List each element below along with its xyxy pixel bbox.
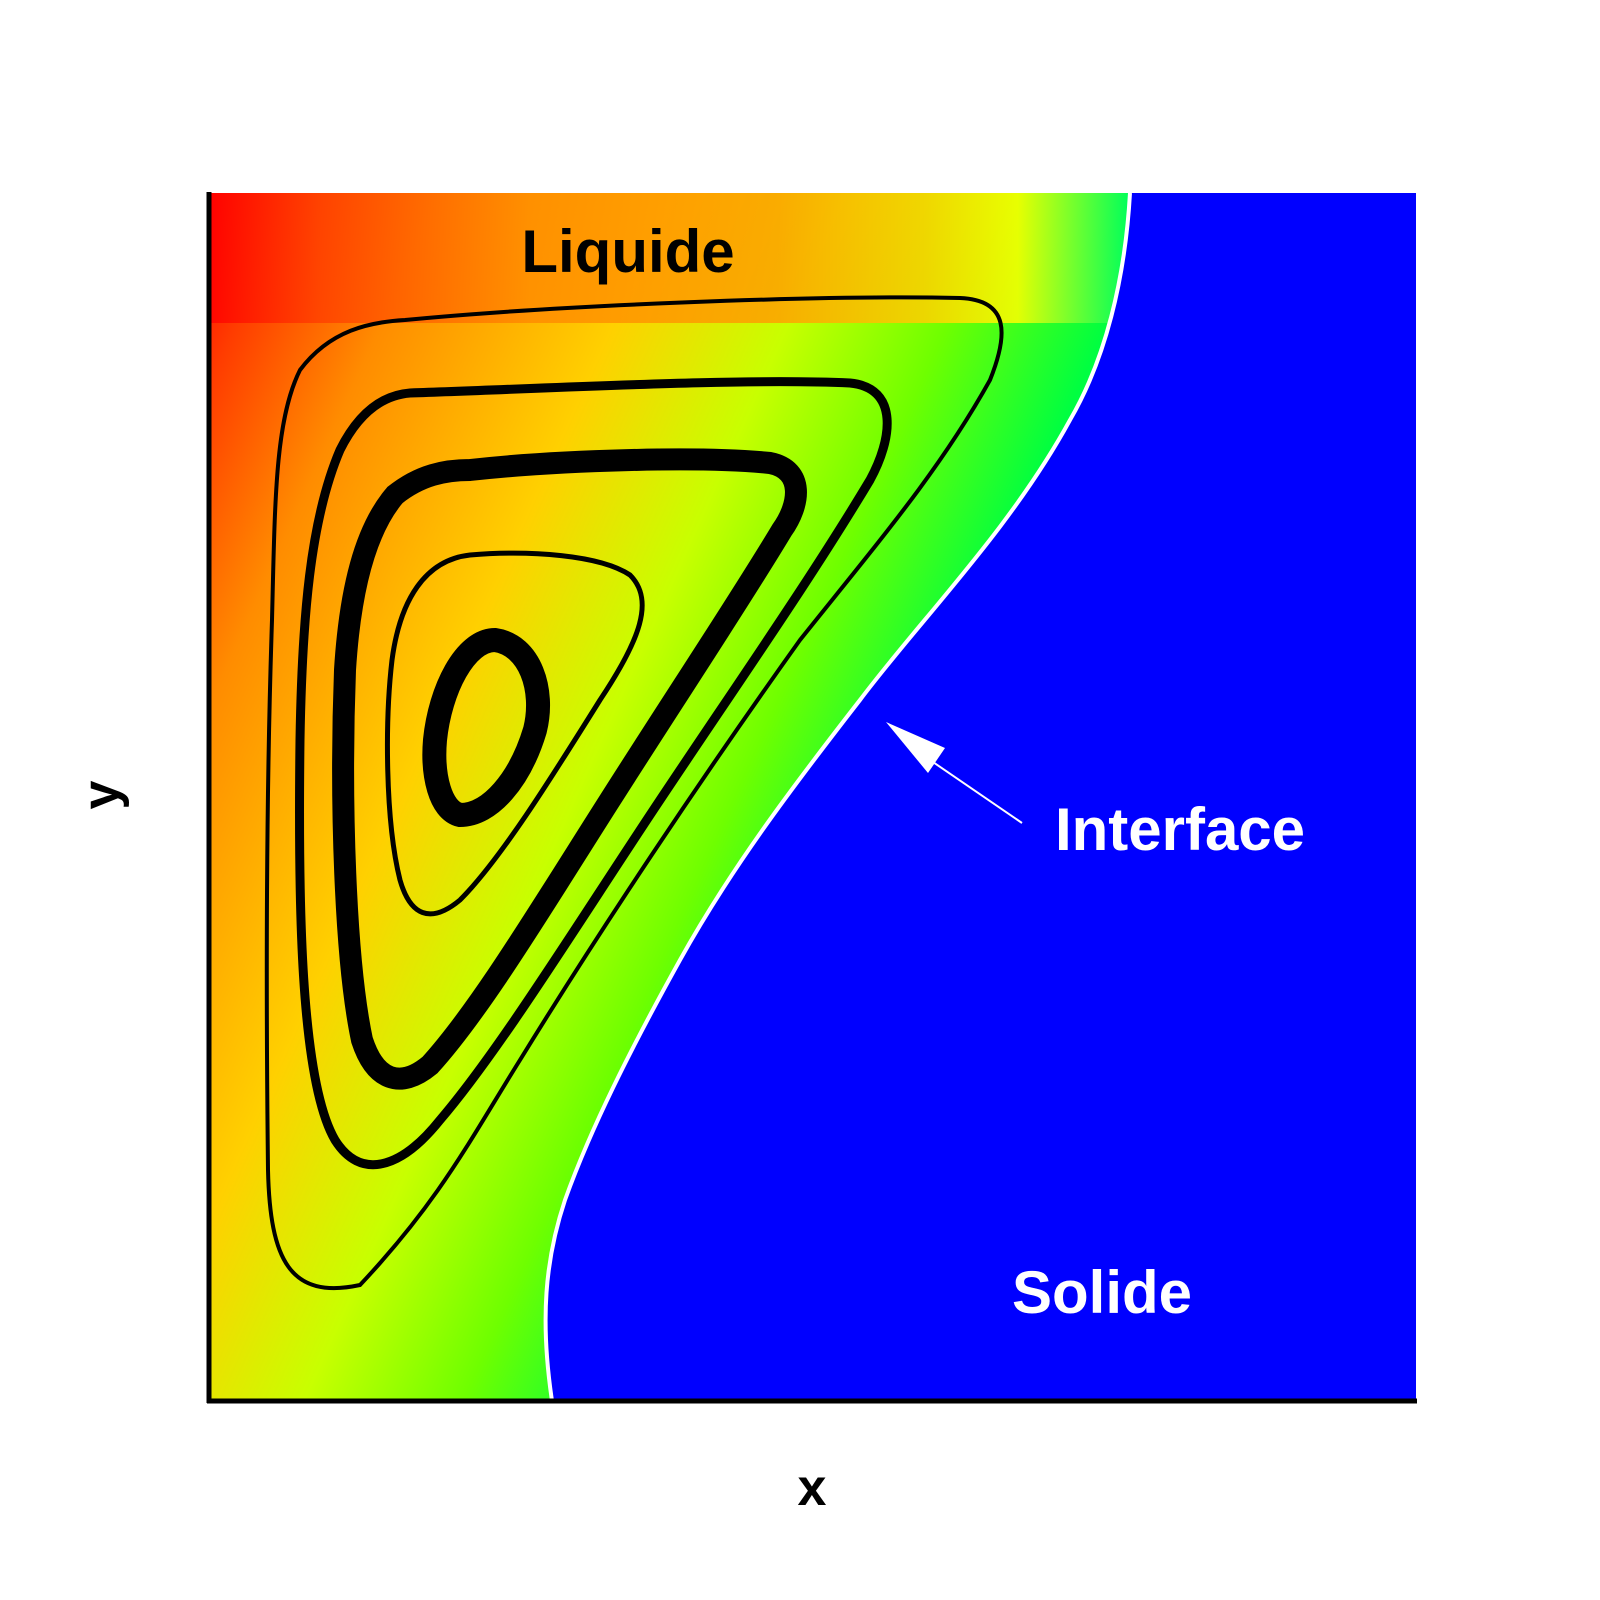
- x-axis-label: x: [798, 1459, 827, 1517]
- liquid-label: Liquide: [521, 218, 734, 285]
- streamline-4: [384, 550, 645, 917]
- interface-label: Interface: [1055, 796, 1305, 863]
- interface-arrow: [886, 722, 1023, 824]
- streamline-3: [332, 448, 807, 1090]
- solid-region: [545, 193, 1416, 1401]
- streamline-5: [422, 627, 550, 828]
- streamlines: [264, 295, 1004, 1291]
- arrow-shaft: [929, 759, 1023, 824]
- solid-label: Solide: [1012, 1259, 1192, 1326]
- streamline-2: [294, 377, 892, 1170]
- interface-line: [543, 193, 1132, 1401]
- arrow-head: [886, 722, 945, 773]
- streamline-outer: [264, 295, 1004, 1291]
- plot-area: [208, 193, 1416, 1401]
- y-axis-label: y: [72, 780, 130, 809]
